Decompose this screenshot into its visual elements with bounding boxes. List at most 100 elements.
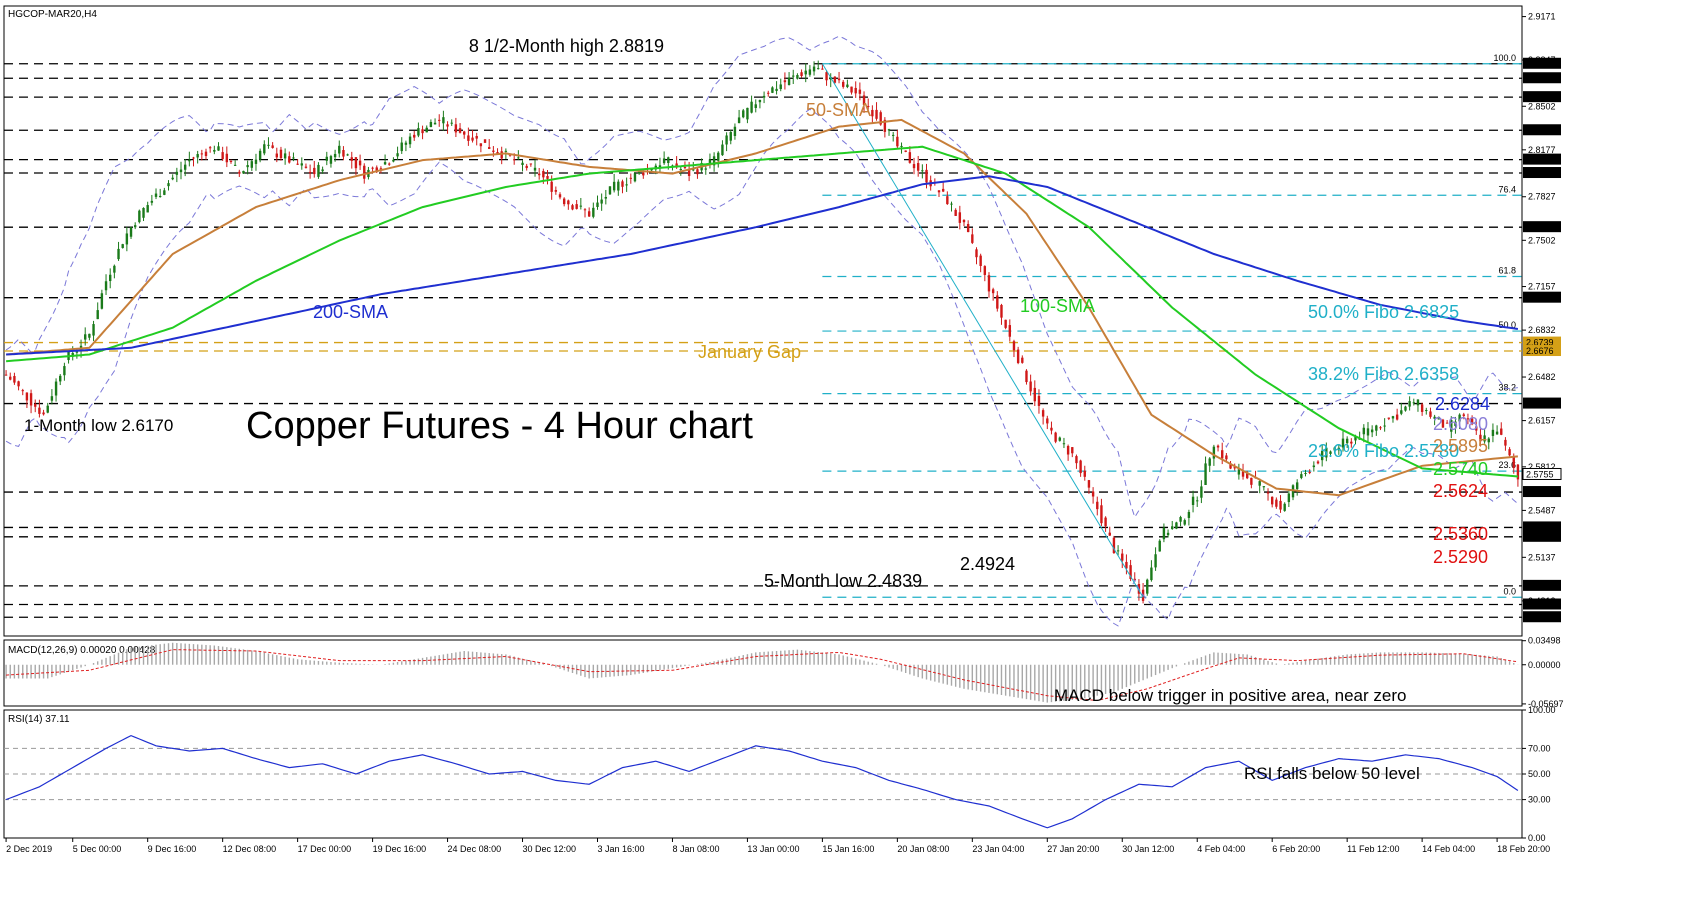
candle-body [1375,425,1378,431]
candle-body [1008,325,1012,337]
rsi-annotation: RSI falls below 50 level [1244,764,1420,783]
candle-body [34,403,37,407]
candle-body [925,169,928,183]
candle-body [987,275,991,292]
candle-body [279,149,283,159]
candle-body [1000,304,1003,318]
candle-body [109,274,112,282]
candle-body [837,78,841,81]
candle-body [604,197,608,199]
candle-body [679,168,682,170]
candle-body [579,205,583,207]
candle-body [163,190,166,195]
candle-body [438,119,441,121]
candle-body [96,310,99,320]
candle-body [1379,427,1382,429]
candle-body [1175,522,1178,529]
fib-label: 61.8 [1498,265,1516,275]
x-axis-label: 2 Dec 2019 [6,844,52,854]
candle-body [975,249,978,258]
candle-body [17,381,20,387]
x-axis-label: 13 Jan 00:00 [747,844,799,854]
candle-body [1500,428,1503,435]
candle-body [263,144,266,154]
candle-body [1283,503,1286,511]
level-label: 2.4785 [1526,600,1554,610]
candle-body [221,152,224,160]
candle-body [1079,460,1082,474]
candle-body [846,84,849,88]
candle-body [1221,450,1224,459]
candle-body [771,87,774,93]
macd-signal-line [6,649,1518,702]
candle-body [450,122,453,124]
candle-body [921,170,924,172]
candle-body [891,134,895,136]
candle-body [88,333,91,338]
candle-body [125,233,129,245]
candle-body [525,165,528,169]
candle-body [1279,500,1282,510]
candle-body [512,159,516,161]
candle-body [213,149,216,152]
candle-body [292,157,295,159]
candle-body [762,95,766,98]
candle-body [1116,550,1120,552]
candle-body [4,374,8,376]
current-price-label: 2.5755 [1526,469,1554,479]
candle-body [725,135,728,145]
candle-body [1021,357,1024,363]
annotation-label: 2.5360 [1433,524,1488,544]
candle-body [229,160,233,162]
annotation-label: 8 1/2-Month high 2.8819 [469,36,664,56]
bollinger-lower [5,108,1519,627]
candle-body [1295,482,1299,490]
candle-body [904,150,907,152]
candle-body [583,209,587,211]
candle-body [1333,447,1336,451]
rsi-axis-label: 100.00 [1528,705,1556,715]
candle-body [808,69,812,75]
macd-annotation: MACD below trigger in positive area, nea… [1054,686,1406,705]
candle-body [467,135,470,141]
candle-body [971,234,974,243]
candle-body [542,171,545,178]
price-axis-label: 2.9171 [1528,12,1556,22]
level-label-box [1523,167,1561,179]
price-axis-label: 2.7157 [1528,282,1556,292]
x-axis-label: 3 Jan 16:00 [597,844,644,854]
candle-body [617,181,620,191]
candle-body [1050,427,1053,431]
candle-body [1083,470,1086,477]
candle-body [1233,467,1236,469]
price-axis-label: 2.6157 [1528,416,1556,426]
candle-body [133,225,137,228]
candle-body [912,164,916,169]
candle-body [408,136,412,145]
candle-body [1121,553,1124,561]
x-axis-label: 20 Jan 08:00 [897,844,949,854]
candle-body [167,183,170,187]
candle-body [1466,418,1470,420]
candle-body [887,129,891,131]
candle-body [488,147,491,149]
level-label: 2.7074 [1526,293,1554,303]
price-axis-label: 2.5812 [1528,462,1556,472]
candle-body [1504,439,1507,446]
candle-body [1154,554,1157,568]
candle-body [775,88,778,91]
x-axis-label: 14 Feb 04:00 [1422,844,1475,854]
candle-body [783,80,787,83]
candle-body [392,159,395,162]
candle-body [596,202,599,207]
price-axis-label: 2.7827 [1528,192,1556,202]
level-label: 2.8711 [1526,73,1553,83]
level-label: 2.4924 [1526,581,1554,591]
candle-body [600,199,603,204]
candle-body [267,144,270,146]
candle-body [171,177,174,180]
macd-label: MACD(12,26,9) 0.00020 0.00428 [8,645,156,656]
level-label: 2.7600 [1526,222,1554,232]
candle-body [254,159,258,164]
candle-body [1470,418,1474,425]
